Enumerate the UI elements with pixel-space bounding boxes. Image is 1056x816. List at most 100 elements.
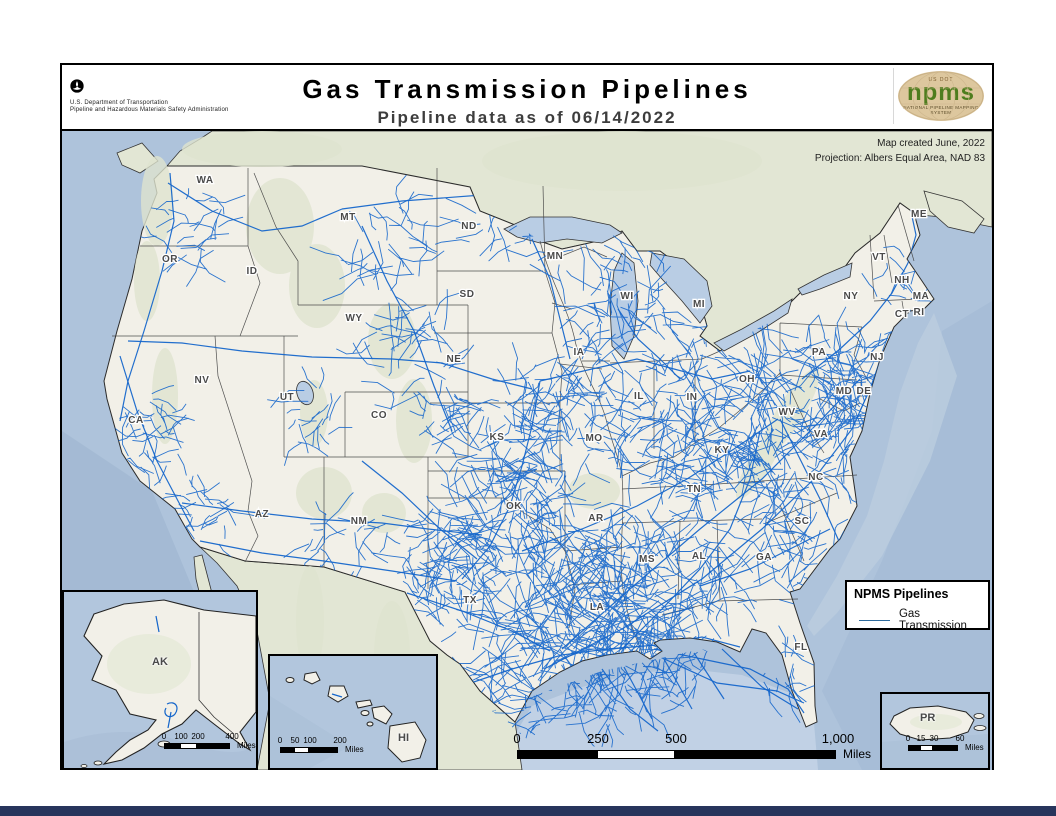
state-label-sc: SC [795,516,810,527]
state-label-co: CO [371,410,387,421]
state-label-ri: RI [914,307,925,318]
scalebar-tick: 30 [929,734,939,743]
map-sheet-frame: U.S. Department of Transportation Pipeli… [60,63,994,770]
scalebar-tick: 100 [174,732,188,741]
scalebar-tick: 1,000 [821,731,855,746]
npms-logo-oval: US DOT npms NATIONAL PIPELINE MAPPING SY… [898,71,984,121]
scalebar-hawaii: 0 50 100 200 Miles [277,736,380,756]
state-label-id: ID [247,266,258,277]
offshore-pipelines [601,648,799,732]
atlantic-deep-water [822,301,992,770]
state-label-mi: MI [693,299,705,310]
agency-line-2: Pipeline and Hazardous Materials Safety … [70,107,229,113]
state-label-wv: WV [778,407,795,418]
puerto-rico-map [882,694,988,768]
map-canvas: WA OR CA NV ID MT WY UT AZ NM CO ND SD NE KS OK TX MN IA MO… [62,129,992,770]
agency-line-1: U.S. Department of Transportation [70,100,168,106]
npms-logo: US DOT npms NATIONAL PIPELINE MAPPING SY… [893,68,986,124]
page-title: Gas Transmission Pipelines [302,74,752,104]
scalebar-tick: 50 [290,736,300,745]
state-label-tn: TN [687,484,701,495]
legend-item-gas-transmission: Gas Transmission [859,608,988,632]
legend-item-label: Gas Transmission [898,608,967,632]
scalebar-bar [164,743,230,749]
state-label-al: AL [692,551,706,562]
state-labels: WA OR CA NV ID MT WY UT AZ NM CO ND SD NE KS OK TX MN IA MO… [127,174,930,655]
state-label-ok: OK [506,501,522,512]
scalebar-tick: 500 [665,731,687,746]
map-credits: Map created June, 2022 Projection: Alber… [815,136,985,166]
scalebar-tick: 100 [303,736,317,745]
page-bottom-strip [0,806,1056,816]
npms-logo-wordmark: npms [906,79,975,106]
gas-transmission-pipelines [114,166,934,753]
state-label-sd: SD [460,289,475,300]
state-label-nv: NV [195,375,210,386]
scalebar-tick: 15 [916,734,926,743]
map-header: U.S. Department of Transportation Pipeli… [62,65,992,129]
scalebar-unit: Miles [965,743,984,752]
state-label-va: VA [814,429,828,440]
legend-title: NPMS Pipelines [854,587,949,601]
state-label-il: IL [634,391,644,402]
state-label-ky: KY [715,445,730,456]
alaska-label: AK [152,656,168,668]
page-subtitle: Pipeline data as of 06/14/2022 [377,108,677,127]
state-label-ga: GA [756,552,772,563]
state-label-la: LA [590,602,604,613]
scalebar-tick: 0 [161,732,167,741]
state-label-ma: MA [913,291,930,302]
puerto-rico-label: PR [920,712,936,724]
state-label-fl: FL [794,642,807,653]
maritime-canada [923,190,985,234]
scalebar-bar [517,750,836,759]
state-label-nh: NH [894,275,909,286]
scalebar-tick: 250 [587,731,609,746]
state-label-or: OR [162,254,178,265]
alaska-map [64,592,256,768]
state-label-ny: NY [844,291,859,302]
scalebar-unit: Miles [345,745,364,754]
state-label-wa: WA [196,175,213,186]
scalebar-unit: Miles [843,747,872,761]
state-label-in: IN [687,392,698,403]
state-label-ut: UT [280,392,294,403]
scalebar-tick: 0 [277,736,283,745]
hawaii-map [270,656,436,768]
scalebar-bar [908,745,958,751]
state-label-oh: OH [739,374,755,385]
state-label-pa: PA [812,347,826,358]
scalebar-tick: 60 [955,734,965,743]
pipeline-line-swatch [859,619,890,621]
scalebar-tick: 200 [333,736,347,745]
state-label-me: ME [911,209,927,220]
state-label-de: DE [857,386,872,397]
state-label-nj: NJ [870,352,884,363]
great-lakes [296,216,853,406]
npms-logo-bottom-text: NATIONAL PIPELINE MAPPING SYSTEM [903,105,979,115]
inset-puerto-rico: PR 0 15 30 60 Miles [880,692,990,770]
state-label-mt: MT [340,212,355,223]
state-label-ca: CA [128,415,143,426]
state-label-mn: MN [547,251,564,262]
state-label-wi: WI [620,291,633,302]
terrain-shading [134,131,820,711]
state-label-ia: IA [574,347,585,358]
scalebar-tick: 0 [513,731,521,746]
hawaii-pipeline [331,693,343,698]
state-label-az: AZ [255,509,269,520]
legend: NPMS Pipelines Gas Transmission [845,580,990,632]
scalebar-bar [280,747,338,753]
scalebar-puerto-rico: 0 15 30 60 Miles [906,734,986,754]
state-label-ct: CT [895,309,909,320]
inset-hawaii: HI 0 50 100 200 Miles [268,654,438,770]
atlantic-shelf [807,313,957,636]
state-label-nd: ND [461,221,476,232]
scalebar-tick: 200 [191,732,205,741]
state-label-ar: AR [588,513,604,524]
credit-projection: Projection: Albers Equal Area, NAD 83 [814,153,985,164]
state-label-wy: WY [345,313,362,324]
state-label-ks: KS [490,432,505,443]
inset-alaska: AK 0 100 200 400 Miles [62,590,258,770]
